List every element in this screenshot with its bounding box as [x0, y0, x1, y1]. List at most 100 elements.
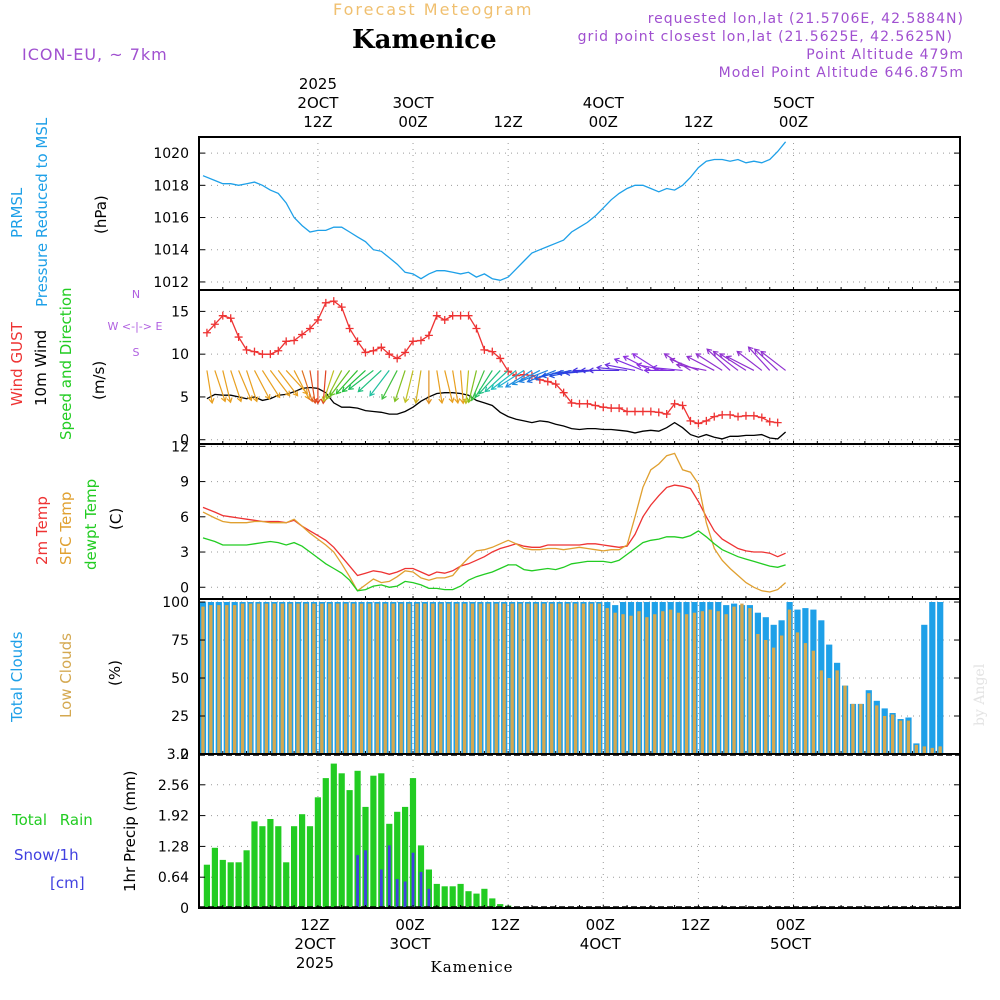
wind-arrow-head: [484, 386, 491, 393]
wind-arrow-head: [497, 382, 504, 388]
wind-arrow-head: [490, 384, 497, 391]
marks-layer: [199, 141, 960, 909]
wind-arrow: [444, 370, 454, 403]
gust-marker: [409, 337, 418, 346]
wind-arrow-head: [246, 395, 253, 402]
precip-bar-total-rain: [211, 847, 218, 908]
wind-arrow: [357, 369, 382, 393]
wind-arrow: [652, 366, 683, 372]
wind-arrow-head: [466, 397, 473, 404]
gust-marker: [401, 348, 410, 357]
temperature-ytick-label: 12: [171, 439, 189, 455]
top-time-label: 12Z: [684, 113, 713, 131]
gust-marker: [353, 337, 362, 346]
gust-marker: [646, 407, 655, 416]
gust-marker: [551, 380, 560, 389]
sfc-temp-label: SFC Temp: [57, 492, 75, 565]
wind-arrow-head: [226, 397, 233, 404]
precip-bar-snow-1h: [387, 845, 391, 908]
gust-marker: [313, 315, 322, 324]
clouds-bar-low-clouds: [581, 603, 586, 754]
precip-bar-total-rain: [409, 778, 417, 908]
wind-arrow: [754, 348, 779, 371]
wind-arrow-head: [438, 398, 445, 405]
gust-marker: [559, 388, 568, 397]
wind-arrow: [369, 370, 390, 397]
gust-marker: [686, 416, 695, 425]
gust-marker: [242, 345, 251, 354]
precip-bar-total-rain: [378, 773, 385, 909]
precip-bar-snow-1h: [419, 871, 423, 908]
gust-marker: [440, 315, 449, 324]
gust-marker: [282, 337, 291, 346]
wind-arrow: [309, 370, 316, 404]
clouds-ytick-label: 25: [171, 709, 189, 725]
wind-arrow-head: [747, 346, 754, 353]
clouds-bar-low-clouds: [859, 703, 863, 754]
clouds-bar-low-clouds: [589, 603, 593, 754]
precip-unit: 1hr Precip (mm): [121, 771, 139, 892]
wind-arrow: [261, 370, 281, 398]
forecast-title: Forecast Meteogram: [333, 0, 533, 19]
wind-arrow-head: [264, 393, 271, 401]
clouds-bar-low-clouds: [320, 603, 324, 754]
gust-marker: [210, 320, 219, 329]
wind-arrow-head: [564, 369, 571, 376]
wind-arrow-head: [302, 388, 309, 395]
clouds-bar-low-clouds: [756, 634, 760, 754]
precip-ytick-label: 3.2: [167, 747, 189, 763]
wind-arrow-head: [208, 398, 215, 405]
clouds-bar-low-clouds: [478, 603, 482, 754]
clouds-bar-low-clouds: [407, 603, 411, 754]
clouds-bar-low-clouds: [637, 611, 641, 754]
wind-arrow: [484, 369, 509, 393]
gust-marker: [638, 407, 647, 416]
clouds-bar-low-clouds: [439, 603, 443, 754]
wind-arrow: [505, 369, 533, 388]
gust-marker: [424, 331, 433, 340]
credit-watermark: by Angel: [972, 663, 988, 726]
clouds-bar-total-clouds: [921, 624, 928, 754]
precip-bar-total-rain: [441, 886, 448, 908]
clouds-bar-low-clouds: [462, 603, 467, 754]
top-time-label: 4OCT: [583, 94, 625, 112]
wind-arrow: [238, 370, 252, 401]
gust-marker: [290, 336, 299, 345]
wind-arrow: [695, 353, 723, 371]
wind-arrow-head: [675, 362, 682, 369]
bottom-time-label: 2OCT: [294, 935, 336, 953]
wind-arrow-head: [511, 379, 518, 386]
temperature-ytick-label: 9: [180, 475, 189, 491]
clouds-bar-low-clouds: [795, 632, 800, 754]
clouds-bar-low-clouds: [748, 608, 752, 754]
gust-marker: [583, 399, 592, 408]
wind-arrow: [452, 370, 459, 404]
wind-arrow-head: [369, 390, 375, 397]
temp-unit: (C): [107, 508, 125, 530]
wind-arrow-head: [478, 388, 484, 395]
gust-marker: [607, 404, 616, 413]
clouds-bar-low-clouds: [240, 603, 245, 754]
precip-bar-snow-1h: [356, 855, 359, 908]
wind-arrow-head: [357, 386, 364, 393]
compass-south: S: [133, 346, 140, 359]
clouds-bar-low-clouds: [510, 603, 514, 754]
clouds-bar-low-clouds: [423, 603, 427, 754]
precip-bar-total-rain: [275, 826, 282, 908]
wind-arrow: [415, 370, 422, 404]
wind-arrow-head: [518, 377, 525, 384]
clouds-bar-low-clouds: [597, 603, 601, 754]
gust-marker: [757, 413, 766, 422]
precip-panel-frame: [198, 753, 961, 909]
snow-label: Snow/1h: [14, 846, 79, 864]
wind-arrow: [474, 370, 493, 398]
gust-marker: [670, 399, 679, 408]
precip-bar-total-rain: [394, 811, 401, 909]
gust-marker: [749, 411, 758, 420]
gust-marker: [234, 333, 243, 342]
model-label: ICON-EU, ~ 7km: [22, 45, 168, 64]
wind-arrow-head: [292, 390, 299, 397]
clouds-bar-low-clouds: [732, 606, 736, 754]
clouds-bar-low-clouds: [914, 744, 918, 754]
